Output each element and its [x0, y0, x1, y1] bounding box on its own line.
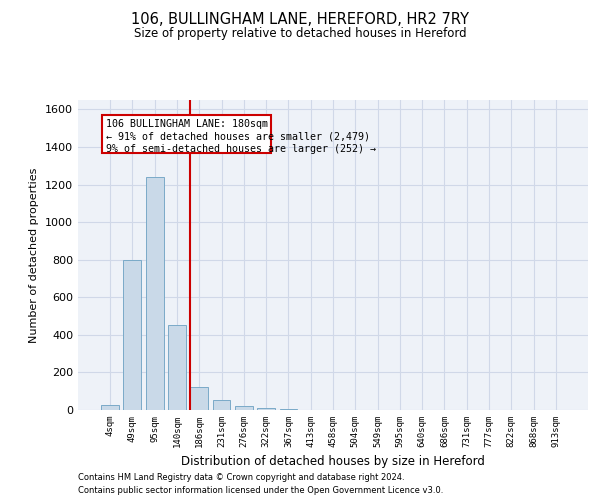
- Bar: [190, 386, 208, 410]
- Text: Contains HM Land Registry data © Crown copyright and database right 2024.: Contains HM Land Registry data © Crown c…: [78, 472, 404, 482]
- Text: 9% of semi-detached houses are larger (252) →: 9% of semi-detached houses are larger (2…: [106, 144, 376, 154]
- Y-axis label: Number of detached properties: Number of detached properties: [29, 168, 40, 342]
- Bar: [102, 115, 271, 152]
- Bar: [212, 400, 230, 410]
- Bar: [124, 260, 142, 410]
- Bar: [101, 406, 119, 410]
- Bar: [168, 324, 186, 410]
- Text: ← 91% of detached houses are smaller (2,479): ← 91% of detached houses are smaller (2,…: [106, 132, 370, 141]
- Text: 106 BULLINGHAM LANE: 180sqm: 106 BULLINGHAM LANE: 180sqm: [106, 119, 268, 129]
- X-axis label: Distribution of detached houses by size in Hereford: Distribution of detached houses by size …: [181, 456, 485, 468]
- Bar: [257, 408, 275, 410]
- Text: 106, BULLINGHAM LANE, HEREFORD, HR2 7RY: 106, BULLINGHAM LANE, HEREFORD, HR2 7RY: [131, 12, 469, 28]
- Text: Contains public sector information licensed under the Open Government Licence v3: Contains public sector information licen…: [78, 486, 443, 495]
- Text: Size of property relative to detached houses in Hereford: Size of property relative to detached ho…: [134, 28, 466, 40]
- Bar: [146, 177, 164, 410]
- Bar: [280, 409, 298, 410]
- Bar: [235, 406, 253, 410]
